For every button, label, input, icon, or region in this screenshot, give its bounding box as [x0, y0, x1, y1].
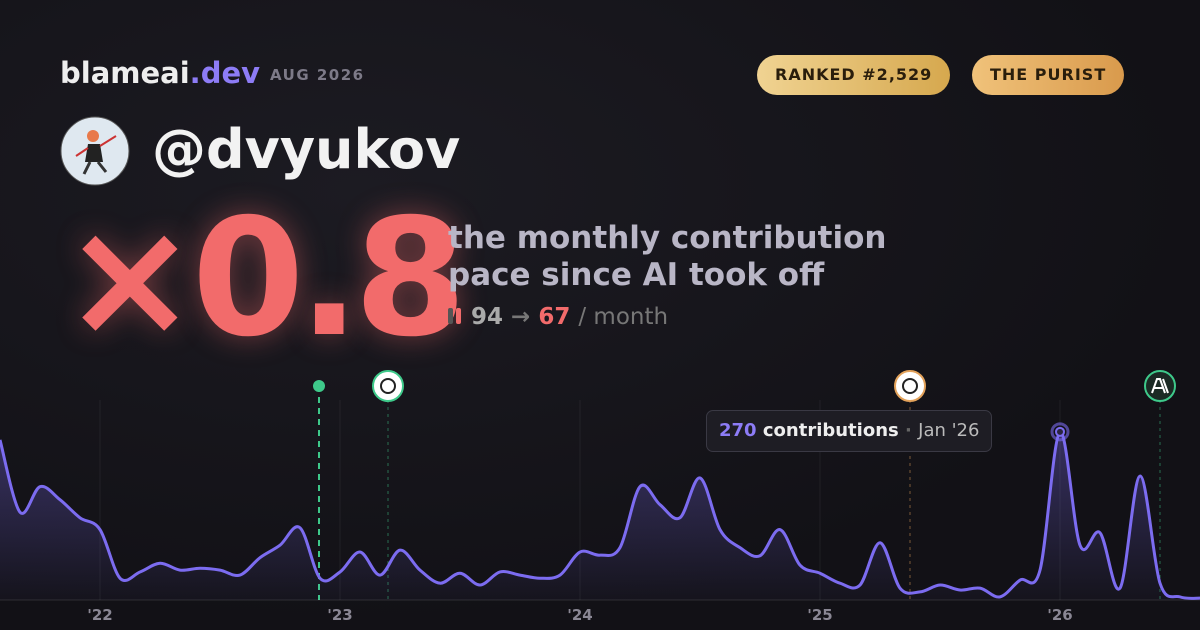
- x-tick-label: '22: [87, 606, 112, 624]
- arrow: →: [511, 304, 531, 330]
- title-badge: THE PURIST: [972, 55, 1125, 95]
- event-dot: [313, 380, 325, 392]
- after-value: 67: [538, 304, 571, 330]
- x-tick-label: '23: [327, 606, 352, 624]
- line: [0, 430, 1200, 600]
- x-tick-label: '26: [1047, 606, 1072, 624]
- tooltip-date: Jan '26: [918, 420, 980, 441]
- tooltip-separator: ·: [905, 420, 912, 441]
- brand-suffix: .dev: [189, 56, 261, 90]
- openai-icon: [380, 378, 396, 394]
- openai-icon: [894, 370, 926, 402]
- openai-icon: [372, 370, 404, 402]
- openai-icon: [902, 378, 918, 394]
- before-value: 94: [471, 304, 504, 330]
- description-line: the monthly contribution: [448, 220, 887, 256]
- highlight-point: [1055, 426, 1065, 437]
- period: AUG 2026: [270, 66, 365, 84]
- unit: / month: [578, 304, 669, 330]
- description: the monthly contribution pace since AI t…: [448, 220, 886, 294]
- icon: [448, 308, 453, 324]
- description-line: pace since AI took off: [448, 257, 825, 293]
- rank-badge: RANKED #2,529: [757, 55, 951, 95]
- x-tick-label: '24: [567, 606, 592, 624]
- brand-name: blameai: [60, 56, 190, 90]
- pace-change: 94 → 67 / month: [448, 304, 668, 330]
- anthropic-icon: [1151, 378, 1169, 394]
- brand: blameai.dev: [60, 56, 260, 90]
- x-tick-label: '25: [807, 606, 832, 624]
- tooltip: 270 contributions · Jan '26: [706, 410, 993, 452]
- avatar: [60, 116, 130, 186]
- handle: @dvyukov: [152, 118, 461, 181]
- tooltip-value: 270: [719, 420, 757, 441]
- multiplier: ×0.8: [62, 185, 467, 373]
- icon: [456, 308, 461, 324]
- highlight-ring: [1050, 422, 1070, 442]
- area-fill: [0, 431, 1200, 600]
- anthropic-icon: [1144, 370, 1176, 402]
- tooltip-label: contributions: [762, 420, 899, 441]
